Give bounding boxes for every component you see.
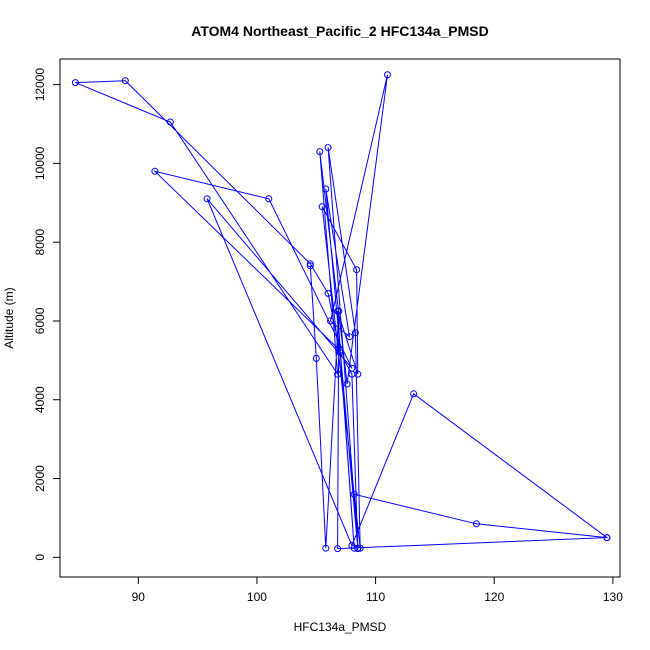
x-tick-label: 120 <box>484 590 504 604</box>
data-point <box>324 289 332 297</box>
data-point <box>121 77 129 85</box>
data-point <box>354 544 362 552</box>
data-point <box>151 167 159 175</box>
data-point <box>348 542 356 549</box>
y-tick-label: 8000 <box>33 229 47 256</box>
data-point <box>316 148 324 156</box>
x-axis-label: HFC134a_PMSD <box>294 620 387 634</box>
data-point <box>335 307 343 315</box>
data-point <box>318 203 326 211</box>
data-point <box>334 545 342 553</box>
series-line <box>75 74 609 550</box>
y-tick-label: 10000 <box>33 146 47 180</box>
x-tick-label: 130 <box>603 590 623 604</box>
data-point <box>343 380 351 388</box>
data-point <box>166 118 174 126</box>
data-point <box>203 195 211 203</box>
chart-title: ATOM4 Northeast_Pacific_2 HFC134a_PMSD <box>191 23 488 39</box>
data-point <box>327 317 334 325</box>
plot-area-frame <box>59 58 621 578</box>
data-point <box>354 370 362 378</box>
data-point <box>410 390 418 398</box>
x-tick-label: 90 <box>132 590 146 604</box>
data-point <box>71 79 79 87</box>
x-tick-label: 110 <box>366 590 385 604</box>
x-axis: 90 100 110 120 130 <box>132 577 623 604</box>
data-point <box>348 364 356 372</box>
y-tick-label: 4000 <box>33 386 47 413</box>
y-axis: 0 2000 4000 6000 8000 10000 12000 <box>33 68 60 561</box>
y-axis-label: Altitude (m) <box>2 287 16 348</box>
series-layer <box>75 74 609 550</box>
y-tick-label: 0 <box>33 554 47 561</box>
data-point <box>353 266 361 274</box>
data-point <box>322 185 330 193</box>
data-point <box>350 490 358 498</box>
data-point <box>346 333 353 341</box>
data-point <box>265 195 273 203</box>
y-tick-label: 12000 <box>33 68 47 102</box>
data-point <box>472 520 480 528</box>
y-tick-label: 2000 <box>33 465 47 492</box>
data-point <box>603 534 611 542</box>
data-point <box>306 262 314 270</box>
data-point <box>324 144 332 152</box>
data-point <box>312 354 320 362</box>
data-point <box>322 544 330 552</box>
points-layer <box>71 71 611 553</box>
data-point <box>384 71 391 79</box>
y-tick-label: 6000 <box>33 307 47 334</box>
data-point <box>336 349 344 356</box>
data-point <box>334 370 342 378</box>
data-point <box>336 347 344 354</box>
data-point <box>306 260 314 268</box>
data-point <box>351 329 359 337</box>
x-tick-label: 100 <box>247 590 267 604</box>
